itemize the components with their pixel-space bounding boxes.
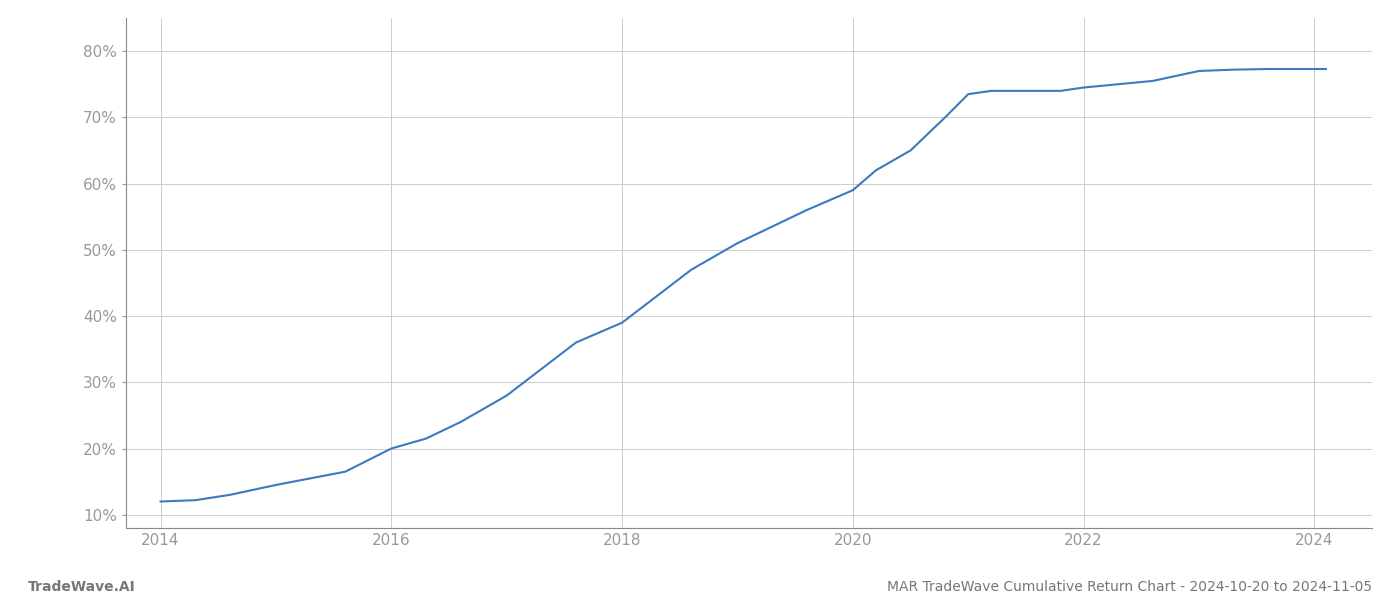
Text: TradeWave.AI: TradeWave.AI — [28, 580, 136, 594]
Text: MAR TradeWave Cumulative Return Chart - 2024-10-20 to 2024-11-05: MAR TradeWave Cumulative Return Chart - … — [886, 580, 1372, 594]
